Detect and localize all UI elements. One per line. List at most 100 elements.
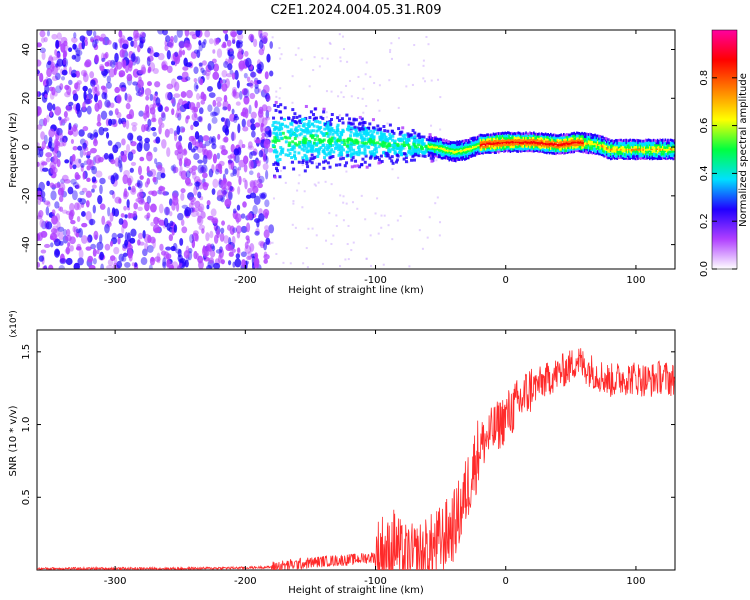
heatmap-cell <box>410 158 414 162</box>
heatmap-cell <box>46 78 53 87</box>
heatmap-cell <box>405 153 409 157</box>
heatmap-cell <box>74 53 81 63</box>
heatmap-cell <box>641 141 643 145</box>
heatmap-cell <box>102 72 107 78</box>
heatmap-cell <box>220 179 227 190</box>
heatmap-cell <box>369 140 373 144</box>
heatmap-cell <box>258 213 265 222</box>
snr-y-tick-label: 1.5 <box>21 344 32 360</box>
heatmap-cell <box>603 138 605 142</box>
heatmap-cell <box>274 108 278 112</box>
heatmap-cell <box>648 146 651 149</box>
heatmap-cell <box>360 163 364 167</box>
heatmap-cell <box>351 201 354 204</box>
heatmap-cell <box>436 196 439 199</box>
heatmap-cell <box>206 85 213 92</box>
heatmap-cell <box>608 154 611 157</box>
heatmap-cell <box>196 49 201 58</box>
heatmap-cell <box>212 217 219 226</box>
heatmap-cell <box>296 189 299 192</box>
heatmap-cell <box>207 104 213 112</box>
heatmap-cell <box>546 151 548 155</box>
heatmap-cell <box>148 264 153 269</box>
heatmap-cell <box>201 69 207 76</box>
heatmap-cell <box>56 58 64 67</box>
heatmap-cell <box>92 129 98 139</box>
heatmap-cell <box>587 151 590 155</box>
heatmap-cell <box>372 130 376 134</box>
heatmap-cell <box>53 90 58 97</box>
heatmap-cell <box>291 118 295 122</box>
heatmap-cell <box>339 56 342 59</box>
heatmap-cell <box>671 151 673 155</box>
heatmap-cell <box>176 102 181 112</box>
heatmap-cell <box>566 139 569 143</box>
heatmap-cell <box>330 148 334 152</box>
heatmap-cell <box>379 160 383 164</box>
heatmap-cell <box>594 152 596 156</box>
heatmap-cell <box>491 146 494 150</box>
heatmap-cell <box>285 136 289 140</box>
heatmap-cell <box>374 147 378 151</box>
heatmap-cell <box>302 148 306 152</box>
heatmap-cell <box>354 159 358 163</box>
heatmap-cell <box>576 139 578 143</box>
heatmap-cell <box>661 156 664 160</box>
heatmap-cell <box>592 147 595 151</box>
heatmap-cell <box>263 229 270 239</box>
heatmap-cell <box>503 134 505 137</box>
heatmap-cell <box>297 160 301 164</box>
heatmap-cell <box>56 221 61 231</box>
heatmap-cell <box>298 145 302 149</box>
heatmap-cell <box>533 149 535 153</box>
heatmap-cell <box>517 147 520 151</box>
heatmap-cell <box>300 147 304 151</box>
heatmap-cell <box>635 145 638 149</box>
heatmap-cell <box>520 135 522 139</box>
heatmap-cell <box>451 141 453 145</box>
heatmap-cell <box>311 129 315 133</box>
heatmap-cell <box>645 143 647 147</box>
heatmap-cell <box>121 138 126 146</box>
heatmap-cell <box>207 123 212 131</box>
heatmap-cell <box>114 174 120 181</box>
heatmap-cell <box>509 136 512 140</box>
heatmap-cell <box>82 149 86 156</box>
heatmap-cell <box>358 115 362 119</box>
heatmap-cell <box>402 141 406 145</box>
heatmap-cell <box>245 57 252 68</box>
heatmap-cell <box>113 208 120 217</box>
heatmap-cell <box>178 40 186 49</box>
heatmap-cell <box>272 197 275 200</box>
heatmap-cell <box>249 181 256 190</box>
heatmap-cell <box>275 162 279 166</box>
heatmap-cell <box>660 152 663 156</box>
heatmap-cell <box>647 156 650 159</box>
heatmap-cell <box>585 136 587 140</box>
heatmap-cell <box>313 183 316 186</box>
heatmap-cell <box>533 131 535 135</box>
heatmap-cell <box>428 148 431 152</box>
heatmap-cell <box>138 138 143 149</box>
heatmap-cell <box>550 138 552 142</box>
spectrogram-x-label: Height of straight line (km) <box>288 285 424 296</box>
heatmap-cell <box>423 154 427 158</box>
heatmap-cell <box>523 140 526 143</box>
heatmap-cell <box>632 152 634 156</box>
heatmap-cell <box>289 262 292 265</box>
heatmap-cell <box>121 225 125 234</box>
heatmap-cell <box>672 143 674 147</box>
heatmap-cell <box>83 61 91 68</box>
snr-y-tick-label: 1.0 <box>21 417 32 433</box>
heatmap-cell <box>191 112 198 121</box>
heatmap-cell <box>576 147 578 151</box>
heatmap-cell <box>574 149 577 152</box>
heatmap-cell <box>190 135 196 141</box>
heatmap-cell <box>325 90 328 93</box>
heatmap-cell <box>204 69 211 77</box>
heatmap-cell <box>520 143 522 147</box>
heatmap-cell <box>70 155 76 165</box>
heatmap-cell <box>273 136 277 140</box>
heatmap-cell <box>654 150 656 153</box>
snr-x-tick-label: -200 <box>234 576 257 587</box>
